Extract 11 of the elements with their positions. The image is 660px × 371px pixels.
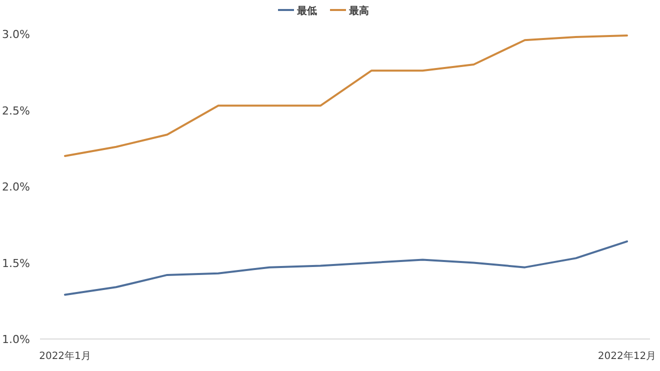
x-tick-label: 2022年12月 bbox=[598, 350, 656, 362]
line-series bbox=[64, 240, 628, 296]
y-tick-label: 1.5% bbox=[2, 256, 30, 270]
y-tick-label: 1.0% bbox=[2, 333, 30, 346]
legend-label: 最高 bbox=[348, 5, 369, 17]
line-series bbox=[64, 34, 628, 157]
x-tick-label: 2022年1月 bbox=[39, 350, 91, 362]
y-tick-label: 2.0% bbox=[2, 180, 30, 194]
y-tick-label: 2.5% bbox=[2, 104, 30, 118]
y-tick-label: 3.0% bbox=[2, 28, 30, 41]
legend-label: 最低 bbox=[296, 5, 317, 17]
